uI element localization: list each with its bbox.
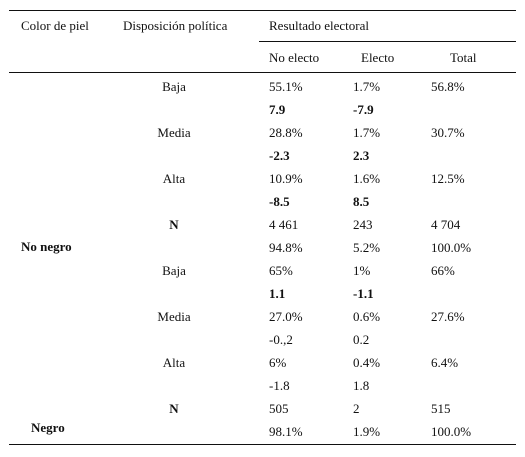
bottom-rule (9, 444, 516, 445)
cell-electo: 0.2 (353, 332, 370, 347)
cell-electo: 1.9% (353, 424, 381, 439)
header-electo: Electo (361, 50, 395, 65)
cell-no-electo: 28.8% (269, 125, 303, 140)
cell-electo: 243 (353, 217, 373, 232)
cell-total: 100.0% (431, 240, 472, 255)
row-label: Alta (162, 355, 186, 370)
row-label: Baja (162, 263, 186, 278)
cell-electo: 0.4% (353, 355, 381, 370)
row-label: N (169, 217, 179, 232)
cell-total: 56.8% (431, 79, 465, 94)
row-label: Alta (162, 171, 186, 186)
header-total: Total (450, 50, 477, 65)
cell-total: 66% (431, 263, 455, 278)
cell-no-electo: -0.,2 (269, 332, 293, 347)
cell-total: 6.4% (431, 355, 459, 370)
cell-no-electo: 7.9 (269, 102, 286, 117)
cell-electo: 1.6% (353, 171, 381, 186)
row-label: Baja (162, 79, 186, 94)
cell-no-electo: 27.0% (269, 309, 303, 324)
cell-total: 100.0% (431, 424, 472, 439)
cell-electo: 2 (353, 401, 360, 416)
cell-electo: 1.7% (353, 79, 381, 94)
cell-electo: -7.9 (353, 102, 374, 117)
row-label: N (169, 401, 179, 416)
cell-no-electo: 94.8% (269, 240, 303, 255)
cell-electo: 5.2% (353, 240, 381, 255)
cell-total: 27.6% (431, 309, 465, 324)
header-bottom-rule (9, 72, 516, 73)
cell-electo: -1.1 (353, 286, 374, 301)
cell-electo: 1% (353, 263, 371, 278)
header-no-electo: No electo (269, 50, 320, 65)
data-table: Color de piel Disposición política Resul… (9, 10, 516, 445)
header-resultado-electoral: Resultado electoral (269, 18, 369, 33)
cell-electo: 2.3 (353, 148, 370, 163)
group-label-negro: Negro (31, 420, 65, 435)
cell-no-electo: 1.1 (269, 286, 286, 301)
cell-no-electo: -1.8 (269, 378, 290, 393)
cell-no-electo: 65% (269, 263, 293, 278)
header-disposicion-politica: Disposición política (123, 18, 228, 33)
cell-total: 4 704 (431, 217, 461, 232)
cell-no-electo: -8.5 (269, 194, 290, 209)
cell-no-electo: -2.3 (269, 148, 290, 163)
row-label: Media (157, 125, 191, 140)
cell-no-electo: 4 461 (269, 217, 299, 232)
cell-total: 12.5% (431, 171, 465, 186)
group-label-no-negro: No negro (21, 239, 72, 254)
cell-total: 515 (431, 401, 451, 416)
cell-no-electo: 6% (269, 355, 287, 370)
cell-no-electo: 98.1% (269, 424, 303, 439)
cell-no-electo: 10.9% (269, 171, 303, 186)
header-color-de-piel: Color de piel (21, 18, 89, 33)
cell-total: 30.7% (431, 125, 465, 140)
row-label: Media (157, 309, 191, 324)
result-subheader-rule (259, 41, 516, 42)
cell-electo: 1.8 (353, 378, 370, 393)
cell-electo: 0.6% (353, 309, 381, 324)
cell-electo: 8.5 (353, 194, 370, 209)
cell-no-electo: 55.1% (269, 79, 303, 94)
cell-electo: 1.7% (353, 125, 381, 140)
top-rule (9, 10, 516, 11)
cell-no-electo: 505 (269, 401, 289, 416)
